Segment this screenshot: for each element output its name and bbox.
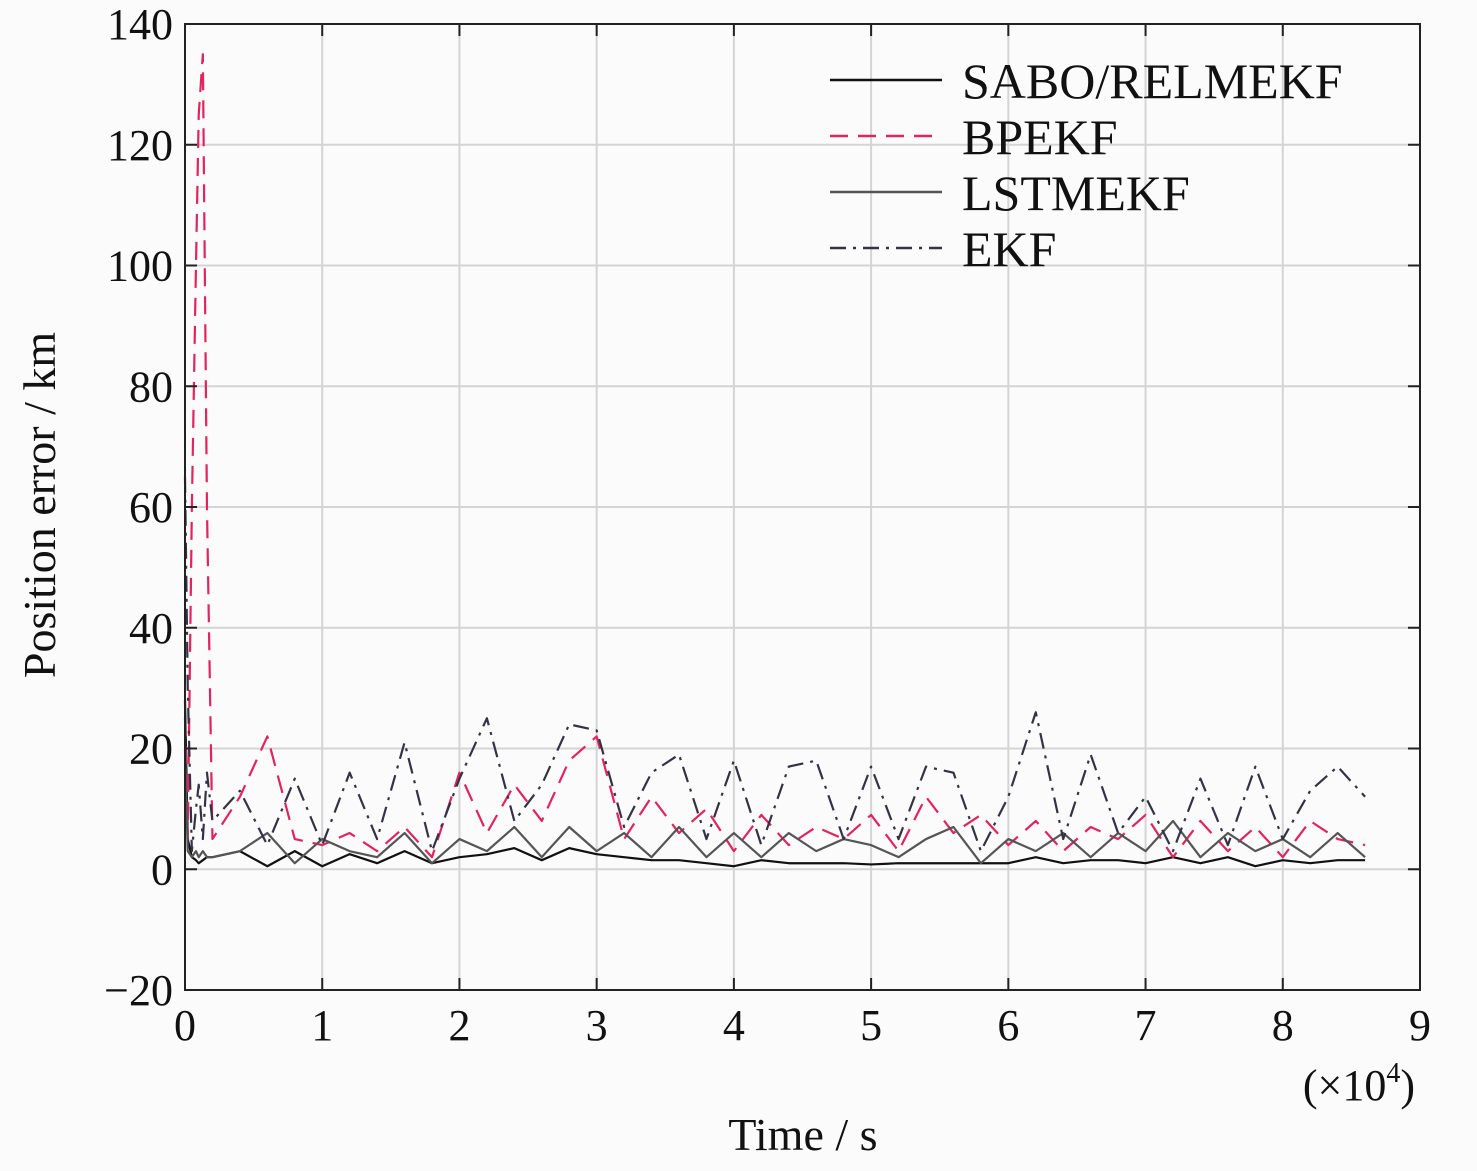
x-tick-label: 5	[860, 1001, 882, 1050]
x-tick-label: 7	[1135, 1001, 1157, 1050]
x-tick-label: 6	[997, 1001, 1019, 1050]
x-multiplier-base: (×10	[1303, 1061, 1386, 1110]
y-tick-label: 20	[129, 725, 173, 774]
x-tick-label: 0	[174, 1001, 196, 1050]
series-line-bpekf	[183, 53, 1366, 859]
legend-label: SABO/RELMEKF	[962, 53, 1343, 109]
y-tick-label: 40	[129, 604, 173, 653]
y-tick-label: 80	[129, 362, 173, 411]
series-line-ekf	[183, 476, 1366, 853]
x-tick-label: 4	[723, 1001, 745, 1050]
series-line-lstmekf	[183, 748, 1366, 865]
legend-label: BPEKF	[962, 109, 1118, 165]
y-axis-label: Position error / km	[14, 332, 65, 678]
y-tick-label: −20	[104, 966, 173, 1015]
x-tick-label: 8	[1272, 1001, 1294, 1050]
series-line-sabo-relmekf	[183, 700, 1366, 868]
x-tick-label: 3	[586, 1001, 608, 1050]
x-multiplier-exp: 4	[1386, 1058, 1400, 1089]
series-lines	[183, 53, 1366, 868]
x-multiplier: (×104)	[1303, 1058, 1415, 1110]
x-multiplier-close: )	[1400, 1061, 1415, 1110]
legend-label: EKF	[962, 221, 1056, 277]
grid	[184, 23, 1421, 991]
x-axis-label: Time / s	[728, 1109, 877, 1160]
y-tick-label: 100	[107, 242, 173, 291]
y-tick-label: 0	[151, 845, 173, 894]
y-tick-label: 140	[107, 0, 173, 49]
y-tick-label: 60	[129, 483, 173, 532]
x-tick-label: 9	[1409, 1001, 1431, 1050]
x-tick-label: 2	[448, 1001, 470, 1050]
x-tick-label: 1	[311, 1001, 333, 1050]
y-tick-label: 120	[107, 121, 173, 170]
legend-label: LSTMEKF	[962, 165, 1190, 221]
